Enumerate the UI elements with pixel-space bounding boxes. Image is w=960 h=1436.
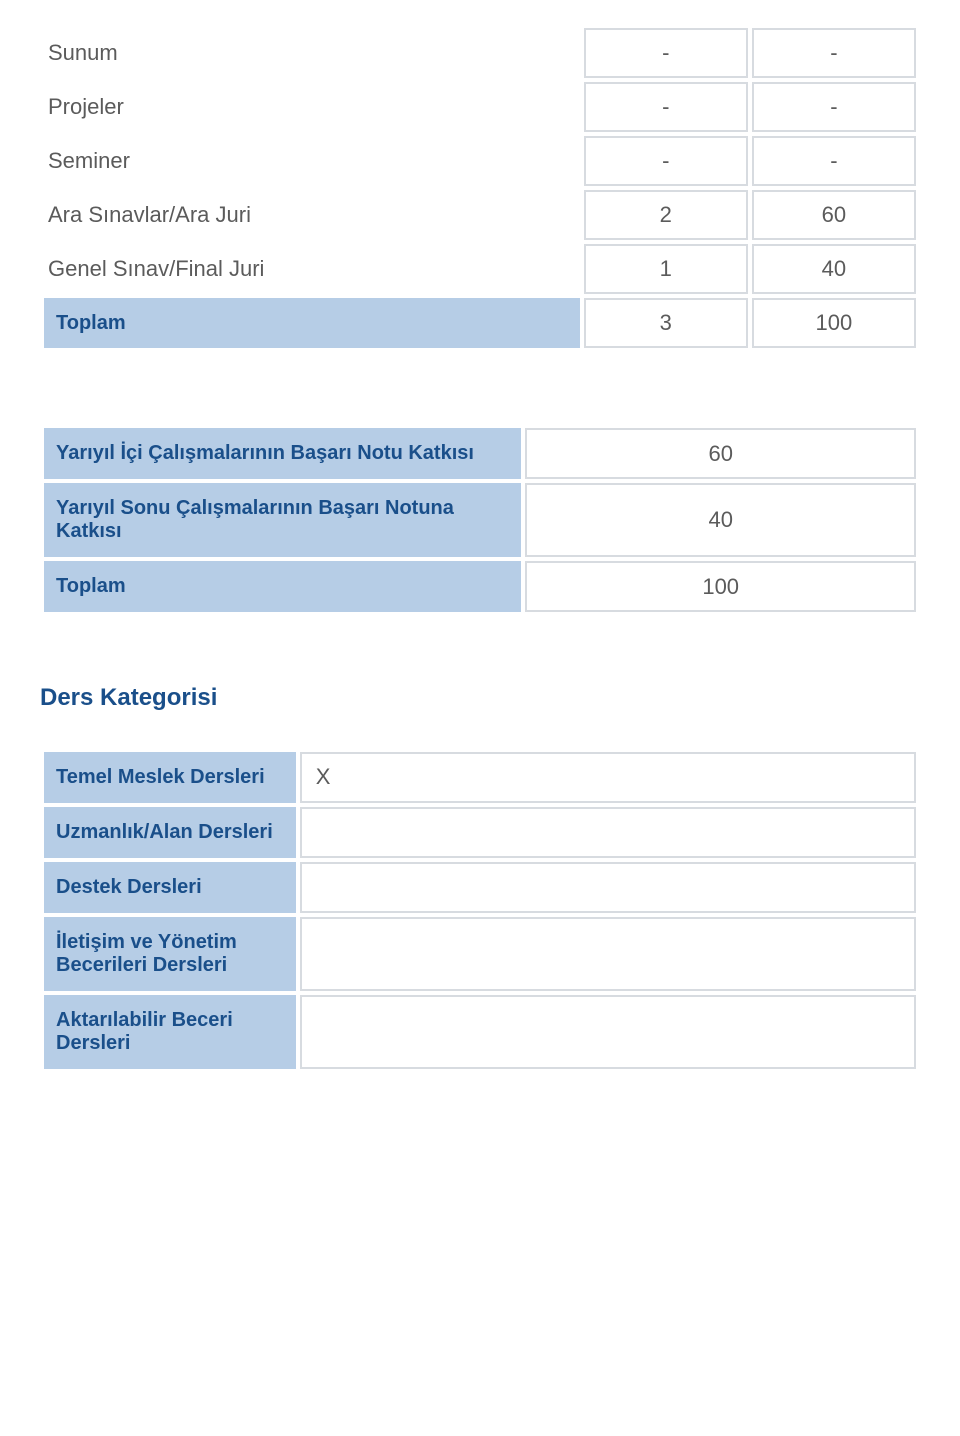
assessment-count: - (584, 82, 748, 132)
table-row: Temel Meslek Dersleri X (44, 752, 916, 803)
category-value (300, 862, 916, 913)
assessment-total-pct: 100 (752, 298, 916, 348)
table-row: Destek Dersleri (44, 862, 916, 913)
assessment-count: 1 (584, 244, 748, 294)
assessment-label: Genel Sınav/Final Juri (44, 244, 580, 294)
assessment-label: Sunum (44, 28, 580, 78)
assessment-label: Projeler (44, 82, 580, 132)
table-row: Sunum - - (44, 28, 916, 78)
assessment-pct: - (752, 28, 916, 78)
assessment-count: - (584, 136, 748, 186)
assessment-pct: 40 (752, 244, 916, 294)
category-table: Temel Meslek Dersleri X Uzmanlık/Alan De… (40, 748, 920, 1073)
assessment-total-label: Toplam (44, 298, 580, 348)
category-value: X (300, 752, 916, 803)
table-total-row: Toplam 3 100 (44, 298, 916, 348)
contribution-table-block: Yarıyıl İçi Çalışmalarının Başarı Notu K… (40, 424, 920, 616)
assessment-table: Sunum - - Projeler - - Seminer - - Ara S… (40, 24, 920, 352)
category-label: Uzmanlık/Alan Dersleri (44, 807, 296, 858)
assessment-table-block: Sunum - - Projeler - - Seminer - - Ara S… (40, 24, 920, 352)
contribution-total-value: 100 (525, 561, 916, 612)
assessment-label: Ara Sınavlar/Ara Juri (44, 190, 580, 240)
contribution-label: Yarıyıl İçi Çalışmalarının Başarı Notu K… (44, 428, 521, 479)
table-total-row: Toplam 100 (44, 561, 916, 612)
category-title: Ders Kategorisi (40, 684, 920, 712)
category-section: Ders Kategorisi Temel Meslek Dersleri X … (40, 684, 920, 1073)
contribution-table: Yarıyıl İçi Çalışmalarının Başarı Notu K… (40, 424, 920, 616)
table-row: Aktarılabilir Beceri Dersleri (44, 995, 916, 1069)
category-value (300, 917, 916, 991)
table-row: Genel Sınav/Final Juri 1 40 (44, 244, 916, 294)
assessment-count: - (584, 28, 748, 78)
contribution-value: 60 (525, 428, 916, 479)
category-value (300, 995, 916, 1069)
table-row: Ara Sınavlar/Ara Juri 2 60 (44, 190, 916, 240)
table-row: Projeler - - (44, 82, 916, 132)
category-label: İletişim ve Yönetim Becerileri Dersleri (44, 917, 296, 991)
assessment-label: Seminer (44, 136, 580, 186)
category-value (300, 807, 916, 858)
table-row: Uzmanlık/Alan Dersleri (44, 807, 916, 858)
table-row: İletişim ve Yönetim Becerileri Dersleri (44, 917, 916, 991)
category-label: Aktarılabilir Beceri Dersleri (44, 995, 296, 1069)
category-label: Destek Dersleri (44, 862, 296, 913)
assessment-pct: 60 (752, 190, 916, 240)
contribution-label: Yarıyıl Sonu Çalışmalarının Başarı Notun… (44, 483, 521, 557)
contribution-value: 40 (525, 483, 916, 557)
assessment-total-count: 3 (584, 298, 748, 348)
category-label: Temel Meslek Dersleri (44, 752, 296, 803)
table-row: Yarıyıl Sonu Çalışmalarının Başarı Notun… (44, 483, 916, 557)
contribution-total-label: Toplam (44, 561, 521, 612)
assessment-count: 2 (584, 190, 748, 240)
assessment-pct: - (752, 136, 916, 186)
table-row: Yarıyıl İçi Çalışmalarının Başarı Notu K… (44, 428, 916, 479)
table-row: Seminer - - (44, 136, 916, 186)
assessment-pct: - (752, 82, 916, 132)
